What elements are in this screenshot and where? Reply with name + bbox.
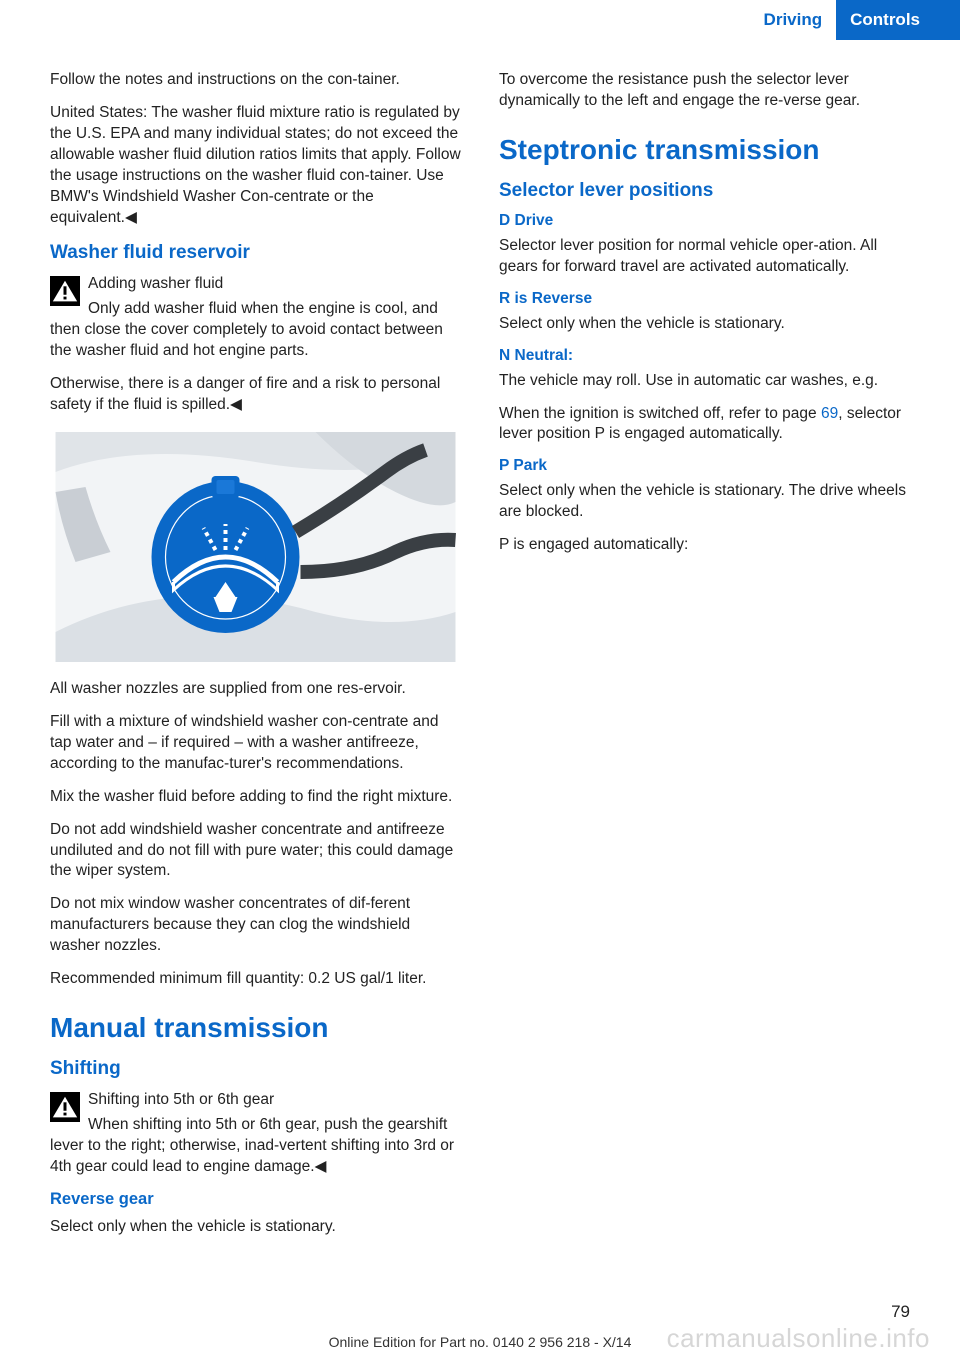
body-text: When the ignition is switched off, refer… [499,404,910,446]
heading-r-reverse: R is Reverse [499,290,910,308]
washer-reservoir-figure [50,432,461,662]
warning-block: Adding washer fluid Only add washer flui… [50,274,461,362]
page-ref-link[interactable]: 69 [821,405,838,422]
heading-manual-transmission: Manual transmission [50,1012,461,1044]
body-text: Follow the notes and instructions on the… [50,70,461,91]
body-text: Select only when the vehicle is stationa… [499,481,910,523]
warning-text: Only add washer fluid when the engine is… [50,299,461,362]
heading-p-park: P Park [499,457,910,475]
body-text: Select only when the vehicle is stationa… [499,314,910,335]
body-text: Do not mix window washer concentrates of… [50,894,461,957]
warning-block: Shifting into 5th or 6th gear When shift… [50,1090,461,1178]
body-text: Selector lever position for normal vehic… [499,236,910,278]
warning-text: When shifting into 5th or 6th gear, push… [50,1115,461,1178]
body-text: United States: The washer fluid mixture … [50,103,461,229]
warning-triangle-icon [50,1092,80,1122]
heading-reverse-gear: Reverse gear [50,1190,461,1209]
header-section-controls: Controls [836,0,960,40]
heading-steptronic-transmission: Steptronic transmission [499,134,910,166]
heading-shifting: Shifting [50,1058,461,1080]
body-text: Select only when the vehicle is stationa… [50,1217,461,1238]
body-text: To overcome the resistance push the sele… [499,70,910,112]
body-text: Fill with a mixture of windshield washer… [50,712,461,775]
warning-title: Shifting into 5th or 6th gear [50,1090,461,1111]
body-text: All washer nozzles are supplied from one… [50,679,461,700]
body-text: Recommended minimum fill quantity: 0.2 U… [50,969,461,990]
body-text: Mix the washer fluid before adding to fi… [50,787,461,808]
text-fragment: When the ignition is switched off, refer… [499,405,821,422]
body-text: Otherwise, there is a danger of fire and… [50,374,461,416]
heading-n-neutral: N Neutral: [499,347,910,365]
footer-text: Online Edition for Part no. 0140 2 956 2… [0,1334,960,1350]
heading-d-drive: D Drive [499,212,910,230]
header-section-driving: Driving [750,0,837,40]
body-text: Do not add windshield washer concentrate… [50,820,461,883]
body-text: P is engaged automatically: [499,535,910,556]
page-number: 79 [891,1302,910,1322]
heading-washer-fluid-reservoir: Washer fluid reservoir [50,242,461,264]
page-body: Follow the notes and instructions on the… [50,70,910,1282]
heading-selector-lever-positions: Selector lever positions [499,180,910,202]
body-text: The vehicle may roll. Use in automatic c… [499,371,910,392]
page-header: Driving Controls [0,0,960,40]
warning-title: Adding washer fluid [50,274,461,295]
warning-triangle-icon [50,276,80,306]
